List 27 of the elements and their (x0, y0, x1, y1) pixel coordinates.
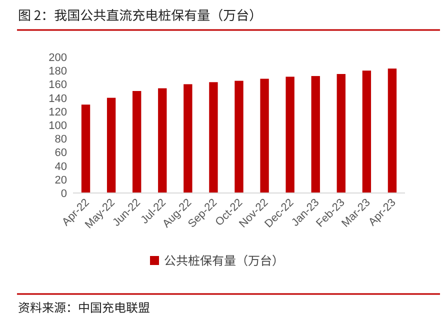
bar (234, 80, 244, 193)
y-tick-label: 20 (54, 174, 67, 186)
bar (132, 91, 142, 193)
bar (260, 78, 269, 193)
bar (388, 68, 397, 193)
y-tick-label: 100 (48, 120, 67, 132)
bar (81, 104, 90, 193)
y-tick-label: 80 (54, 134, 67, 146)
bar (362, 70, 372, 193)
y-tick-label: 180 (48, 66, 67, 78)
bar (311, 76, 320, 193)
y-tick-label: 140 (48, 92, 67, 105)
bar (106, 98, 116, 193)
y-tick-label: 200 (48, 52, 67, 64)
bar (158, 88, 167, 193)
y-tick-label: 0 (60, 188, 67, 200)
y-tick-label: 60 (54, 147, 67, 160)
y-tick-label: 40 (54, 160, 67, 173)
bar (184, 84, 192, 193)
bar (286, 76, 294, 193)
chart-title: 图 2：我国公共直流充电桩保有量（万台） (18, 5, 262, 24)
bar (336, 74, 346, 193)
y-tick-label: 120 (48, 106, 67, 118)
bar (209, 82, 218, 193)
y-tick-label: 160 (48, 79, 67, 92)
legend-label: 公共桩保有量（万台） (164, 252, 284, 269)
text: 资料来源：中国充电联盟 (18, 299, 150, 316)
